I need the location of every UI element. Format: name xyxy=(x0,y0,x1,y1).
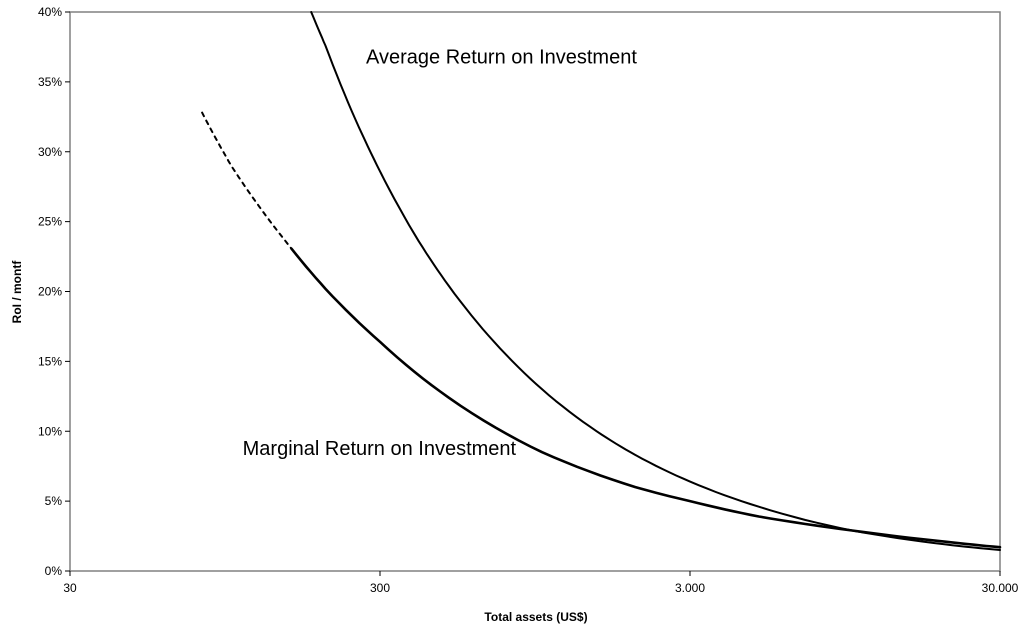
x-tick-label: 3.000 xyxy=(675,581,705,595)
y-tick-label: 10% xyxy=(38,424,62,438)
annotations: Average Return on Investment Marginal Ret… xyxy=(243,47,638,460)
marginal-return-on-investment-line xyxy=(290,247,1002,549)
annotation-label: Marginal Return on Investment xyxy=(243,438,517,460)
y-tick-label: 25% xyxy=(38,215,62,229)
y-tick-label: 0% xyxy=(45,564,63,578)
x-tick-label: 30.000 xyxy=(982,581,1019,595)
x-tick-label: 300 xyxy=(370,581,390,595)
marginal-return-on-investment-dashed-segment xyxy=(201,111,293,250)
x-axis-title: Total assets (US$) xyxy=(484,610,587,624)
y-tick-label: 35% xyxy=(38,75,62,89)
annotation-label: Average Return on Investment xyxy=(366,47,637,69)
y-tick-label: 30% xyxy=(38,145,62,159)
average-return-on-investment-line xyxy=(310,11,1001,551)
y-axis-title: RoI / montf xyxy=(10,260,24,324)
x-tick-label: 30 xyxy=(63,581,77,595)
x-axis: 30 300 3.000 30.000 xyxy=(63,571,1019,595)
y-tick-label: 5% xyxy=(45,494,63,508)
plot-frame xyxy=(69,11,1001,572)
plot-area xyxy=(69,11,1001,572)
y-tick-label: 20% xyxy=(38,285,62,299)
y-tick-label: 15% xyxy=(38,354,62,368)
y-tick-label: 40% xyxy=(38,5,62,19)
y-axis: 0% 5% 10% 15% 20% 25% 30% 35% 40% xyxy=(38,5,70,578)
series-layer xyxy=(201,11,1002,551)
